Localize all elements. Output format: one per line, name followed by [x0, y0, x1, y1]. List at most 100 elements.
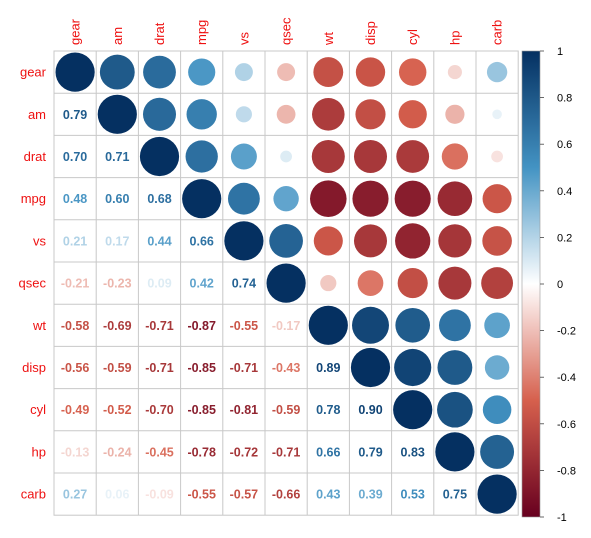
row-label-hp: hp: [32, 444, 46, 459]
corr-circle-hp-carb: [480, 434, 515, 469]
corr-circle-wt-wt: [308, 305, 348, 345]
corr-value-disp-am: -0.59: [103, 361, 132, 375]
corr-circle-mpg-hp: [437, 181, 473, 217]
colorbar-tick-label: -0.4: [557, 372, 576, 384]
corr-circle-vs-qsec: [269, 224, 303, 258]
row-label-carb: carb: [21, 487, 46, 502]
corr-value-wt-gear: -0.58: [61, 319, 90, 333]
column-label-drat: drat: [152, 22, 167, 45]
corr-circle-drat-wt: [311, 139, 345, 174]
corr-circle-mpg-carb: [482, 184, 512, 214]
corr-value-carb-wt: 0.43: [316, 488, 340, 502]
corr-value-mpg-am: 0.60: [105, 192, 129, 206]
corr-value-carb-am: 0.06: [105, 488, 129, 502]
corr-value-cyl-gear: -0.49: [61, 403, 90, 417]
corr-value-qsec-am: -0.23: [103, 277, 132, 291]
corr-circle-gear-am: [99, 54, 135, 90]
column-label-gear: gear: [68, 18, 83, 45]
corr-circle-am-carb: [492, 109, 502, 120]
corr-value-qsec-drat: 0.09: [147, 277, 171, 291]
colorbar-tick-label: 1: [557, 46, 563, 58]
corr-circle-disp-cyl: [394, 348, 432, 387]
colorbar-tick-label: -1: [557, 512, 567, 524]
corr-value-wt-qsec: -0.17: [272, 319, 301, 333]
corr-circle-drat-cyl: [396, 140, 430, 173]
corr-circle-gear-carb: [486, 61, 508, 83]
row-label-vs: vs: [33, 233, 47, 248]
corr-value-carb-mpg: -0.55: [187, 488, 216, 502]
colorbar-tick-label: 0.4: [557, 186, 572, 198]
corr-circle-cyl-carb: [482, 395, 512, 424]
corr-circle-wt-cyl: [395, 307, 431, 343]
corr-circle-drat-qsec: [280, 150, 292, 163]
corr-value-mpg-drat: 0.68: [147, 192, 171, 206]
corr-circle-disp-disp: [350, 347, 391, 388]
column-label-am: am: [110, 27, 125, 45]
corr-circle-qsec-disp: [357, 270, 384, 296]
corr-circle-wt-carb: [484, 312, 510, 339]
colorbar-tick-label: -0.6: [557, 419, 576, 431]
corr-value-carb-drat: -0.09: [145, 488, 174, 502]
row-label-mpg: mpg: [21, 191, 46, 206]
corr-value-carb-vs: -0.57: [230, 488, 259, 502]
corr-circle-am-qsec: [276, 104, 296, 124]
corr-value-cyl-am: -0.52: [103, 403, 132, 417]
corr-value-wt-vs: -0.55: [230, 319, 259, 333]
column-label-qsec: qsec: [279, 17, 294, 45]
corr-value-disp-qsec: -0.43: [272, 361, 301, 375]
colorbar-tick-label: 0.2: [557, 232, 572, 244]
row-label-disp: disp: [22, 360, 46, 375]
row-label-cyl: cyl: [30, 402, 46, 417]
corr-circle-wt-disp: [352, 306, 389, 344]
corr-value-hp-disp: 0.79: [358, 445, 382, 459]
corr-circle-gear-hp: [447, 65, 462, 80]
corr-circle-gear-qsec: [277, 63, 296, 82]
corr-circle-am-disp: [355, 99, 386, 130]
corr-circle-gear-gear: [55, 52, 95, 92]
corr-circle-vs-cyl: [395, 223, 431, 259]
corr-circle-mpg-disp: [352, 180, 389, 217]
colorbar-tick-label: -0.2: [557, 326, 576, 338]
corr-circle-gear-vs: [234, 63, 253, 82]
corr-value-carb-cyl: 0.53: [401, 488, 425, 502]
corr-value-cyl-drat: -0.70: [145, 403, 174, 417]
corr-value-qsec-mpg: 0.42: [190, 277, 214, 291]
row-label-gear: gear: [20, 65, 47, 80]
colorbar-tick-label: 0.8: [557, 93, 572, 105]
corr-value-carb-hp: 0.75: [443, 488, 467, 502]
corr-circle-disp-carb: [484, 355, 510, 380]
corr-circle-mpg-qsec: [273, 186, 299, 212]
row-label-qsec: qsec: [19, 276, 47, 291]
corr-circle-vs-wt: [313, 226, 343, 256]
corr-value-wt-mpg: -0.87: [187, 319, 216, 333]
corr-circle-vs-hp: [438, 224, 472, 258]
row-label-drat: drat: [24, 149, 47, 164]
corr-circle-qsec-qsec: [266, 263, 306, 303]
corr-circle-am-wt: [312, 98, 345, 131]
corr-circle-qsec-cyl: [397, 268, 428, 299]
corr-circle-qsec-carb: [481, 267, 514, 300]
corr-circle-drat-carb: [491, 150, 503, 163]
corr-value-hp-wt: 0.66: [316, 445, 340, 459]
corr-value-disp-drat: -0.71: [145, 361, 174, 375]
corr-value-drat-am: 0.71: [105, 150, 129, 164]
corr-value-drat-gear: 0.70: [63, 150, 87, 164]
corr-value-vs-gear: 0.21: [63, 234, 87, 248]
corr-value-hp-cyl: 0.83: [401, 445, 425, 459]
corr-circle-am-drat: [142, 97, 177, 131]
row-label-am: am: [28, 107, 46, 122]
corr-value-vs-am: 0.17: [105, 234, 129, 248]
corr-circle-mpg-mpg: [182, 179, 222, 219]
corr-value-hp-gear: -0.13: [61, 445, 90, 459]
corr-value-am-gear: 0.79: [63, 108, 87, 122]
corr-value-cyl-qsec: -0.59: [272, 403, 301, 417]
colorbar-bar: [521, 50, 541, 518]
corr-value-cyl-mpg: -0.85: [187, 403, 216, 417]
corr-circle-am-mpg: [186, 99, 217, 130]
corr-value-hp-am: -0.24: [103, 445, 132, 459]
corr-value-carb-gear: 0.27: [63, 488, 87, 502]
corr-value-cyl-disp: 0.90: [358, 403, 382, 417]
column-label-mpg: mpg: [194, 20, 209, 45]
corr-circle-wt-hp: [438, 309, 471, 342]
